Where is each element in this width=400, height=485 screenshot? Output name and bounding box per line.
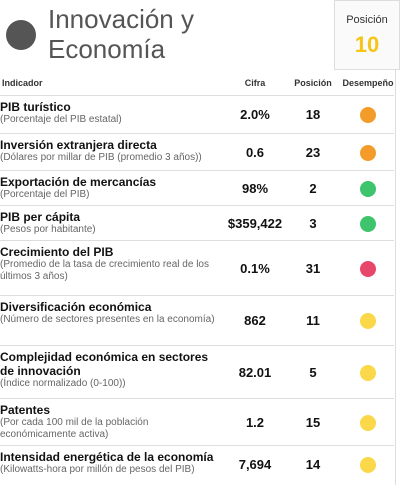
indicator-description: (Por cada 100 mil de la población económ… xyxy=(0,417,149,440)
table-row: Diversificación económica (Número de sect… xyxy=(0,295,394,346)
performance-dot xyxy=(360,313,376,329)
performance-dot xyxy=(360,457,376,473)
indicator-description: (Porcentaje del PIB estatal) xyxy=(0,114,122,125)
indicator-description: (Pesos por habitante) xyxy=(0,224,96,235)
indicator-cell: Inversión extranjera directa (Dólares por… xyxy=(0,138,225,164)
performance-dot xyxy=(360,260,376,277)
performance-dot xyxy=(360,215,376,232)
value-cell: 82.01 xyxy=(238,364,272,380)
table-row: PIB per cápita (Pesos por habitante) $359,… xyxy=(0,205,394,241)
indicator-name: PIB per cápita xyxy=(0,210,81,224)
table-row: Patentes (Por cada 100 mil de la població… xyxy=(0,398,394,446)
border xyxy=(395,70,396,485)
indicator-description: (Kilowatts-hora por millón de pesos del … xyxy=(0,464,195,475)
position-cell: 15 xyxy=(305,414,321,430)
position-label: Posición xyxy=(346,14,388,26)
value-cell: 862 xyxy=(244,313,266,328)
value-cell: 7,694 xyxy=(238,457,272,472)
position-cell: 23 xyxy=(305,144,321,160)
column-header: Cifra xyxy=(244,78,266,88)
table-row: Complejidad económica en sectores de inn… xyxy=(0,345,394,399)
indicator-name: PIB turístico xyxy=(0,100,71,114)
value-cell: 98% xyxy=(241,180,269,196)
position-cell: 5 xyxy=(309,364,317,380)
indicator-cell: Complejidad económica en sectores de inn… xyxy=(0,350,225,390)
performance-dot xyxy=(360,414,376,431)
position-cell: 31 xyxy=(305,260,321,276)
value-cell: 2.0% xyxy=(240,107,270,122)
table-row: PIB turístico (Porcentaje del PIB estatal… xyxy=(0,95,394,134)
position-box xyxy=(334,0,400,70)
indicator-name: Intensidad energética de la economía xyxy=(0,450,214,464)
position-value: 10 xyxy=(354,32,380,57)
indicator-cell: Crecimiento del PIB (Promedio de la tasa … xyxy=(0,245,225,283)
indicator-cell: Exportación de mercancías (Porcentaje del… xyxy=(0,175,225,201)
indicator-name: Complejidad económica en sectores de inn… xyxy=(0,350,209,378)
position-cell: 14 xyxy=(305,457,321,472)
indicator-cell: PIB per cápita (Pesos por habitante) xyxy=(0,210,225,236)
indicator-description: (Dólares por millar de PIB (promedio 3 a… xyxy=(0,152,202,163)
value-cell: $359,422 xyxy=(227,215,283,231)
table-row: Exportación de mercancías (Porcentaje del… xyxy=(0,170,394,206)
column-header: Posición xyxy=(294,78,332,88)
indicator-cell: PIB turístico (Porcentaje del PIB estatal… xyxy=(0,100,225,126)
performance-dot xyxy=(360,107,376,123)
table-row: Intensidad energética de la economía (Kil… xyxy=(0,445,394,484)
indicator-cell: Intensidad energética de la economía (Kil… xyxy=(0,450,225,476)
performance-dot xyxy=(360,144,376,161)
indicator-name: Crecimiento del PIB xyxy=(0,245,114,259)
position-cell: 18 xyxy=(305,107,321,122)
value-cell: 0.1% xyxy=(240,260,270,276)
indicator-description: (Promedio de la tasa de crecimiento real… xyxy=(0,259,209,282)
indicator-name: Patentes xyxy=(0,403,51,417)
position-cell: 11 xyxy=(306,313,320,328)
indicator-cell: Diversificación económica (Número de sect… xyxy=(0,300,225,326)
indicator-name: Inversión extranjera directa xyxy=(0,138,157,152)
performance-dot xyxy=(360,364,376,381)
performance-dot xyxy=(360,180,376,197)
indicator-name: Exportación de mercancías xyxy=(0,175,157,189)
position-cell: 2 xyxy=(309,180,317,196)
column-header: Desempeño xyxy=(342,78,394,88)
indicator-description: (Índice normalizado (0-100)) xyxy=(0,378,126,389)
table-row: Inversión extranjera directa (Dólares por… xyxy=(0,133,394,171)
position-cell: 3 xyxy=(309,215,317,231)
indicator-cell: Patentes (Por cada 100 mil de la població… xyxy=(0,403,225,441)
indicator-name: Diversificación económica xyxy=(0,300,152,314)
title: Innovación y Economía xyxy=(48,4,194,64)
value-cell: 0.6 xyxy=(245,144,265,160)
indicator-description: (Porcentaje del PIB) xyxy=(0,189,90,200)
table-row: Crecimiento del PIB (Promedio de la tasa … xyxy=(0,240,394,296)
indicator-description: (Número de sectores presentes en la econ… xyxy=(0,314,215,325)
category-icon xyxy=(6,20,36,50)
column-header: Indicador xyxy=(2,78,43,88)
value-cell: 1.2 xyxy=(245,414,265,430)
